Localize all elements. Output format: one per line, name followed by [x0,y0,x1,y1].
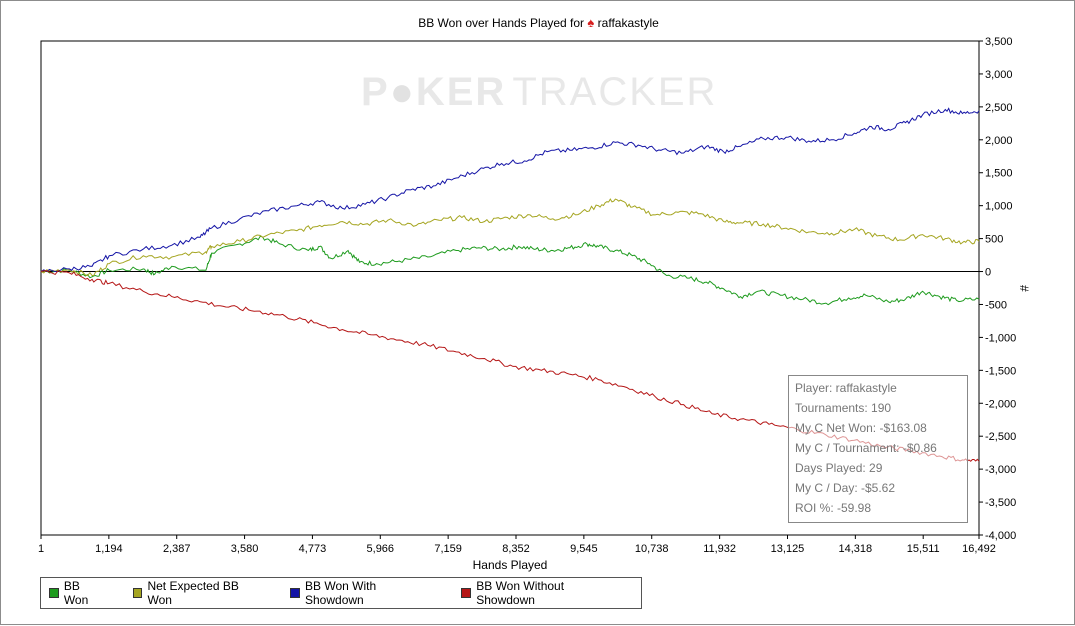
y-tick-label: 3,500 [985,36,1013,48]
spade-icon: ♠ [587,15,595,30]
x-tick-label: 1,194 [95,543,123,555]
x-tick-label: 1 [38,543,44,555]
x-axis-label: Hands Played [472,558,548,572]
x-tick-label: 13,125 [771,543,805,555]
legend-label: BB Won Without Showdown [476,579,565,607]
plot-area [40,40,980,536]
legend-label: BB Won [63,579,89,607]
x-tick-label: 5,966 [367,543,395,555]
y-axis-label: # [1017,285,1031,292]
info-tournaments: Tournaments: 190 [795,401,892,415]
legend-swatch [461,588,472,598]
y-tick-label: 1,500 [985,168,1013,180]
legend-item-without-showdown[interactable]: BB Won Without Showdown [461,579,623,607]
info-days-played: Days Played: 29 [795,461,883,475]
legend-item-bb-won[interactable]: BB Won [49,579,107,607]
y-tick-label: -500 [985,299,1007,311]
x-tick-label: 7,159 [434,543,462,555]
stats-infobox: Player: raffakastyle Tournaments: 190 My… [788,375,968,523]
legend-swatch [132,588,143,598]
watermark-poker: P●KER TRACKER [361,70,717,114]
y-tick-label: 1,000 [985,201,1013,213]
y-tick-label: -3,500 [985,497,1016,509]
x-tick-label: 2,387 [163,543,191,555]
y-tick-label: 500 [985,234,1003,246]
chart-title-text: BB Won over Hands Played for [418,16,585,30]
y-tick-label: 2,000 [985,135,1013,147]
x-tick-label: 10,738 [635,543,669,555]
series-line-net-expected-bb-won [40,198,980,277]
y-tick-label: 3,000 [985,69,1013,81]
info-roi: ROI %: -59.98 [795,501,872,515]
legend-item-net-expected[interactable]: Net Expected BB Won [132,579,265,607]
y-tick-label: -1,500 [985,365,1016,377]
y-tick-label: -1,000 [985,332,1016,344]
y-tick-label: -2,000 [985,398,1016,410]
y-tick-label: 2,500 [985,102,1013,114]
legend-item-with-showdown[interactable]: BB Won With Showdown [290,579,435,607]
x-tick-label: 3,580 [231,543,259,555]
x-tick-label: 14,318 [839,543,873,555]
chart-title: BB Won over Hands Played for ♠ raffakast… [1,15,1075,30]
info-player: Player: raffakastyle [795,381,897,395]
legend-label: BB Won With Showdown [305,579,377,607]
x-tick-label: 8,352 [502,543,530,555]
legend-swatch [49,588,59,598]
x-tick-label: 15,511 [907,543,940,555]
legend-label: Net Expected BB Won [147,579,239,607]
y-tick-label: -2,500 [985,431,1016,443]
info-net-won: My C Net Won: -$163.08 [795,421,927,435]
y-tick-label: 0 [985,267,991,279]
chart-title-player: raffakastyle [597,16,659,30]
legend-swatch [290,588,300,598]
info-per-day: My C / Day: -$5.62 [795,481,896,495]
chart-legend: BB Won Net Expected BB Won BB Won With S… [40,577,642,609]
series-line-bb-won-with-showdown [40,107,980,273]
y-tick-label: -4,000 [985,530,1016,542]
info-per-tournament: My C / Tournament: -$0.86 [795,441,937,455]
x-tick-label: 4,773 [299,543,327,555]
x-tick-label: 9,545 [570,543,598,555]
series-line-bb-won [40,235,980,306]
x-tick-label: 11,932 [703,543,736,555]
x-tick-label: 16,492 [962,543,996,555]
y-tick-label: -3,000 [985,464,1016,476]
